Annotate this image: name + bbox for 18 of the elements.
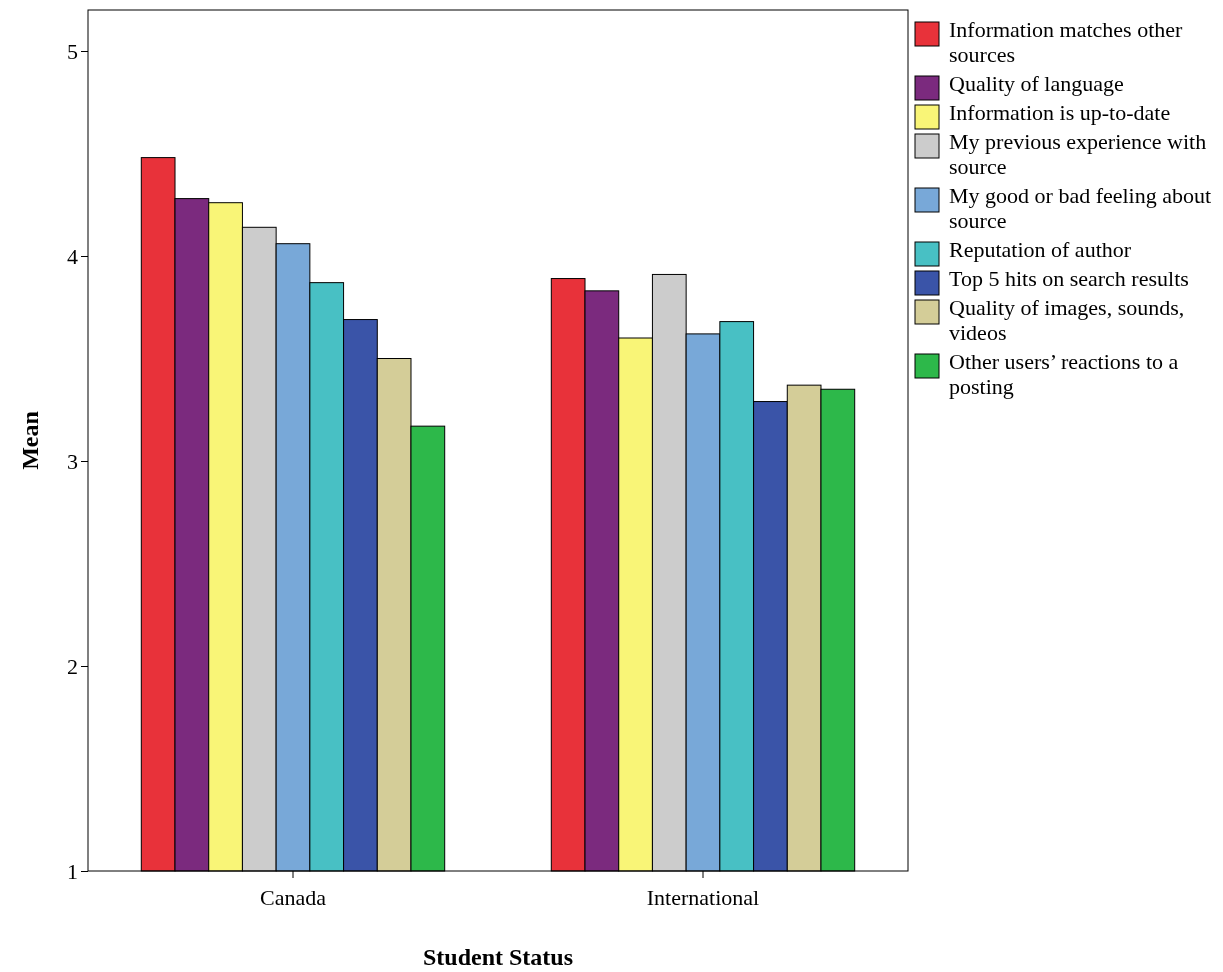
legend-label: My good or bad feeling about source xyxy=(949,183,1212,233)
legend-label: Quality of language xyxy=(949,71,1124,96)
y-tick-label: 1 xyxy=(67,858,78,884)
legend-label: Top 5 hits on search results xyxy=(949,266,1189,291)
y-tick-label: 4 xyxy=(67,243,78,269)
legend-label: Information is up-to-date xyxy=(949,100,1171,125)
y-tick-label: 5 xyxy=(67,38,78,64)
x-axis-title: Student Status xyxy=(422,944,574,970)
x-tick-label: Canada xyxy=(260,885,327,911)
legend-label: Quality of images, sounds, videos xyxy=(949,295,1185,345)
legend-label: Information matches other sources xyxy=(949,17,1184,67)
x-tick-label: International xyxy=(646,885,760,911)
legend-label: Reputation of author xyxy=(949,237,1132,262)
y-axis-title: Mean xyxy=(17,411,43,470)
legend-label: My previous experience with source xyxy=(949,129,1207,179)
y-tick-label: 3 xyxy=(67,448,78,474)
legend-label: Other users’ reactions to a posting xyxy=(949,349,1179,399)
y-tick-label: 2 xyxy=(67,653,78,679)
